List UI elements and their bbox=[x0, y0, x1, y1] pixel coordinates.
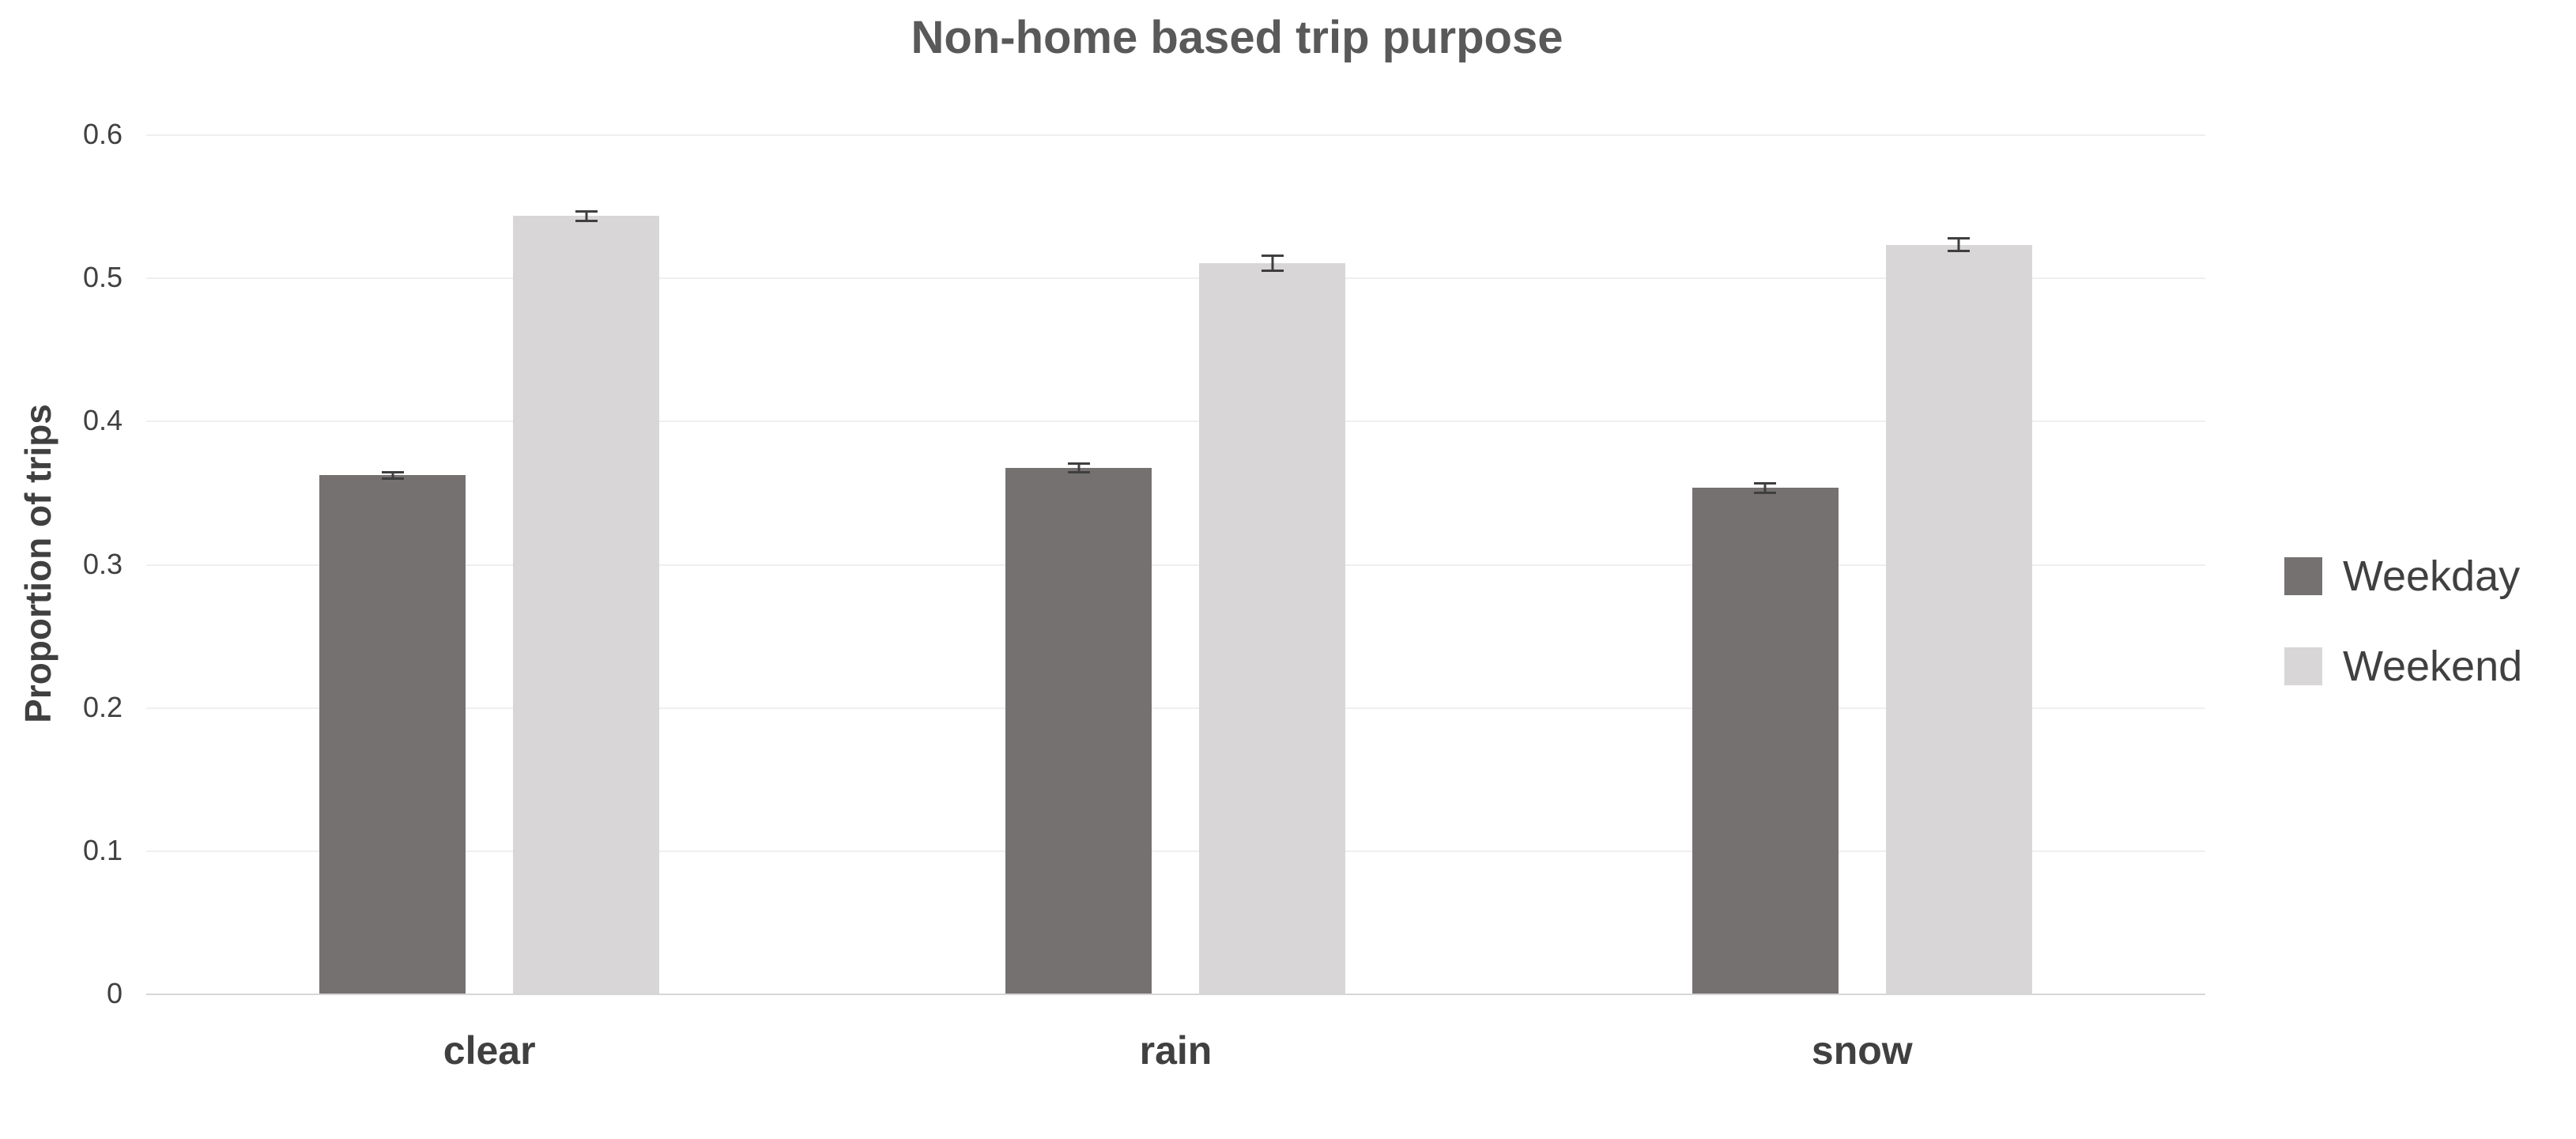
legend-label: Weekend bbox=[2343, 643, 2523, 690]
bar-weekend-rain bbox=[1199, 255, 1346, 994]
x-tick-label-snow: snow bbox=[1811, 1028, 1913, 1073]
error-bar-line bbox=[391, 473, 394, 477]
gridline bbox=[146, 850, 2205, 852]
y-tick-label: 0.5 bbox=[82, 261, 123, 294]
legend-swatch-icon bbox=[2284, 557, 2322, 595]
y-tick-label: 0.1 bbox=[82, 833, 123, 866]
gridline bbox=[146, 707, 2205, 709]
y-tick-label: 0.6 bbox=[82, 118, 123, 150]
error-bar bbox=[1261, 255, 1284, 272]
bar-weekday-snow bbox=[1692, 482, 1839, 994]
error-bar bbox=[1754, 482, 1777, 494]
bar-group-rain bbox=[1005, 134, 1346, 994]
error-bar-line bbox=[1271, 257, 1274, 270]
bar-groups bbox=[146, 134, 2205, 994]
x-tick-label-clear: clear bbox=[443, 1028, 536, 1073]
y-tick-label: 0.2 bbox=[82, 690, 123, 723]
bar-weekend-clear bbox=[513, 210, 660, 994]
y-tick-label: 0.4 bbox=[82, 404, 123, 437]
bar-weekend-snow bbox=[1885, 237, 2032, 994]
legend-item-weekday: Weekday bbox=[2284, 552, 2522, 601]
x-axis-line bbox=[146, 994, 2205, 995]
y-tick-label: 0 bbox=[106, 977, 123, 1009]
error-bar bbox=[1067, 462, 1090, 474]
error-bar-line bbox=[1077, 464, 1081, 472]
legend-label: Weekday bbox=[2343, 553, 2521, 600]
gridline bbox=[146, 421, 2205, 423]
error-bar-line bbox=[1763, 485, 1767, 492]
x-tick-labels: clear rain snow bbox=[146, 1028, 2205, 1073]
plot-area: 0 0.1 0.2 0.3 0.4 0.5 0.6 bbox=[83, 118, 2205, 1009]
legend-swatch-icon bbox=[2284, 647, 2322, 685]
chart-title: Non-home based trip purpose bbox=[911, 12, 1563, 63]
bar-weekday-rain bbox=[1005, 462, 1152, 994]
x-tick-label-rain: rain bbox=[1139, 1028, 1213, 1073]
error-bar bbox=[1948, 237, 1971, 252]
error-bar bbox=[381, 470, 404, 480]
legend-item-weekend: Weekend bbox=[2284, 642, 2522, 691]
bar-weekday-clear bbox=[319, 470, 466, 994]
error-bar-line bbox=[585, 213, 588, 220]
y-tick-label: 0.3 bbox=[82, 547, 123, 580]
legend: Weekday Weekend bbox=[2284, 552, 2522, 732]
error-bar-line bbox=[1957, 239, 1960, 250]
gridline bbox=[146, 564, 2205, 566]
bar-group-clear bbox=[319, 134, 660, 994]
bar-group-snow bbox=[1692, 134, 2032, 994]
error-bar bbox=[575, 210, 598, 222]
gridline bbox=[146, 277, 2205, 280]
gridline bbox=[146, 134, 2205, 136]
